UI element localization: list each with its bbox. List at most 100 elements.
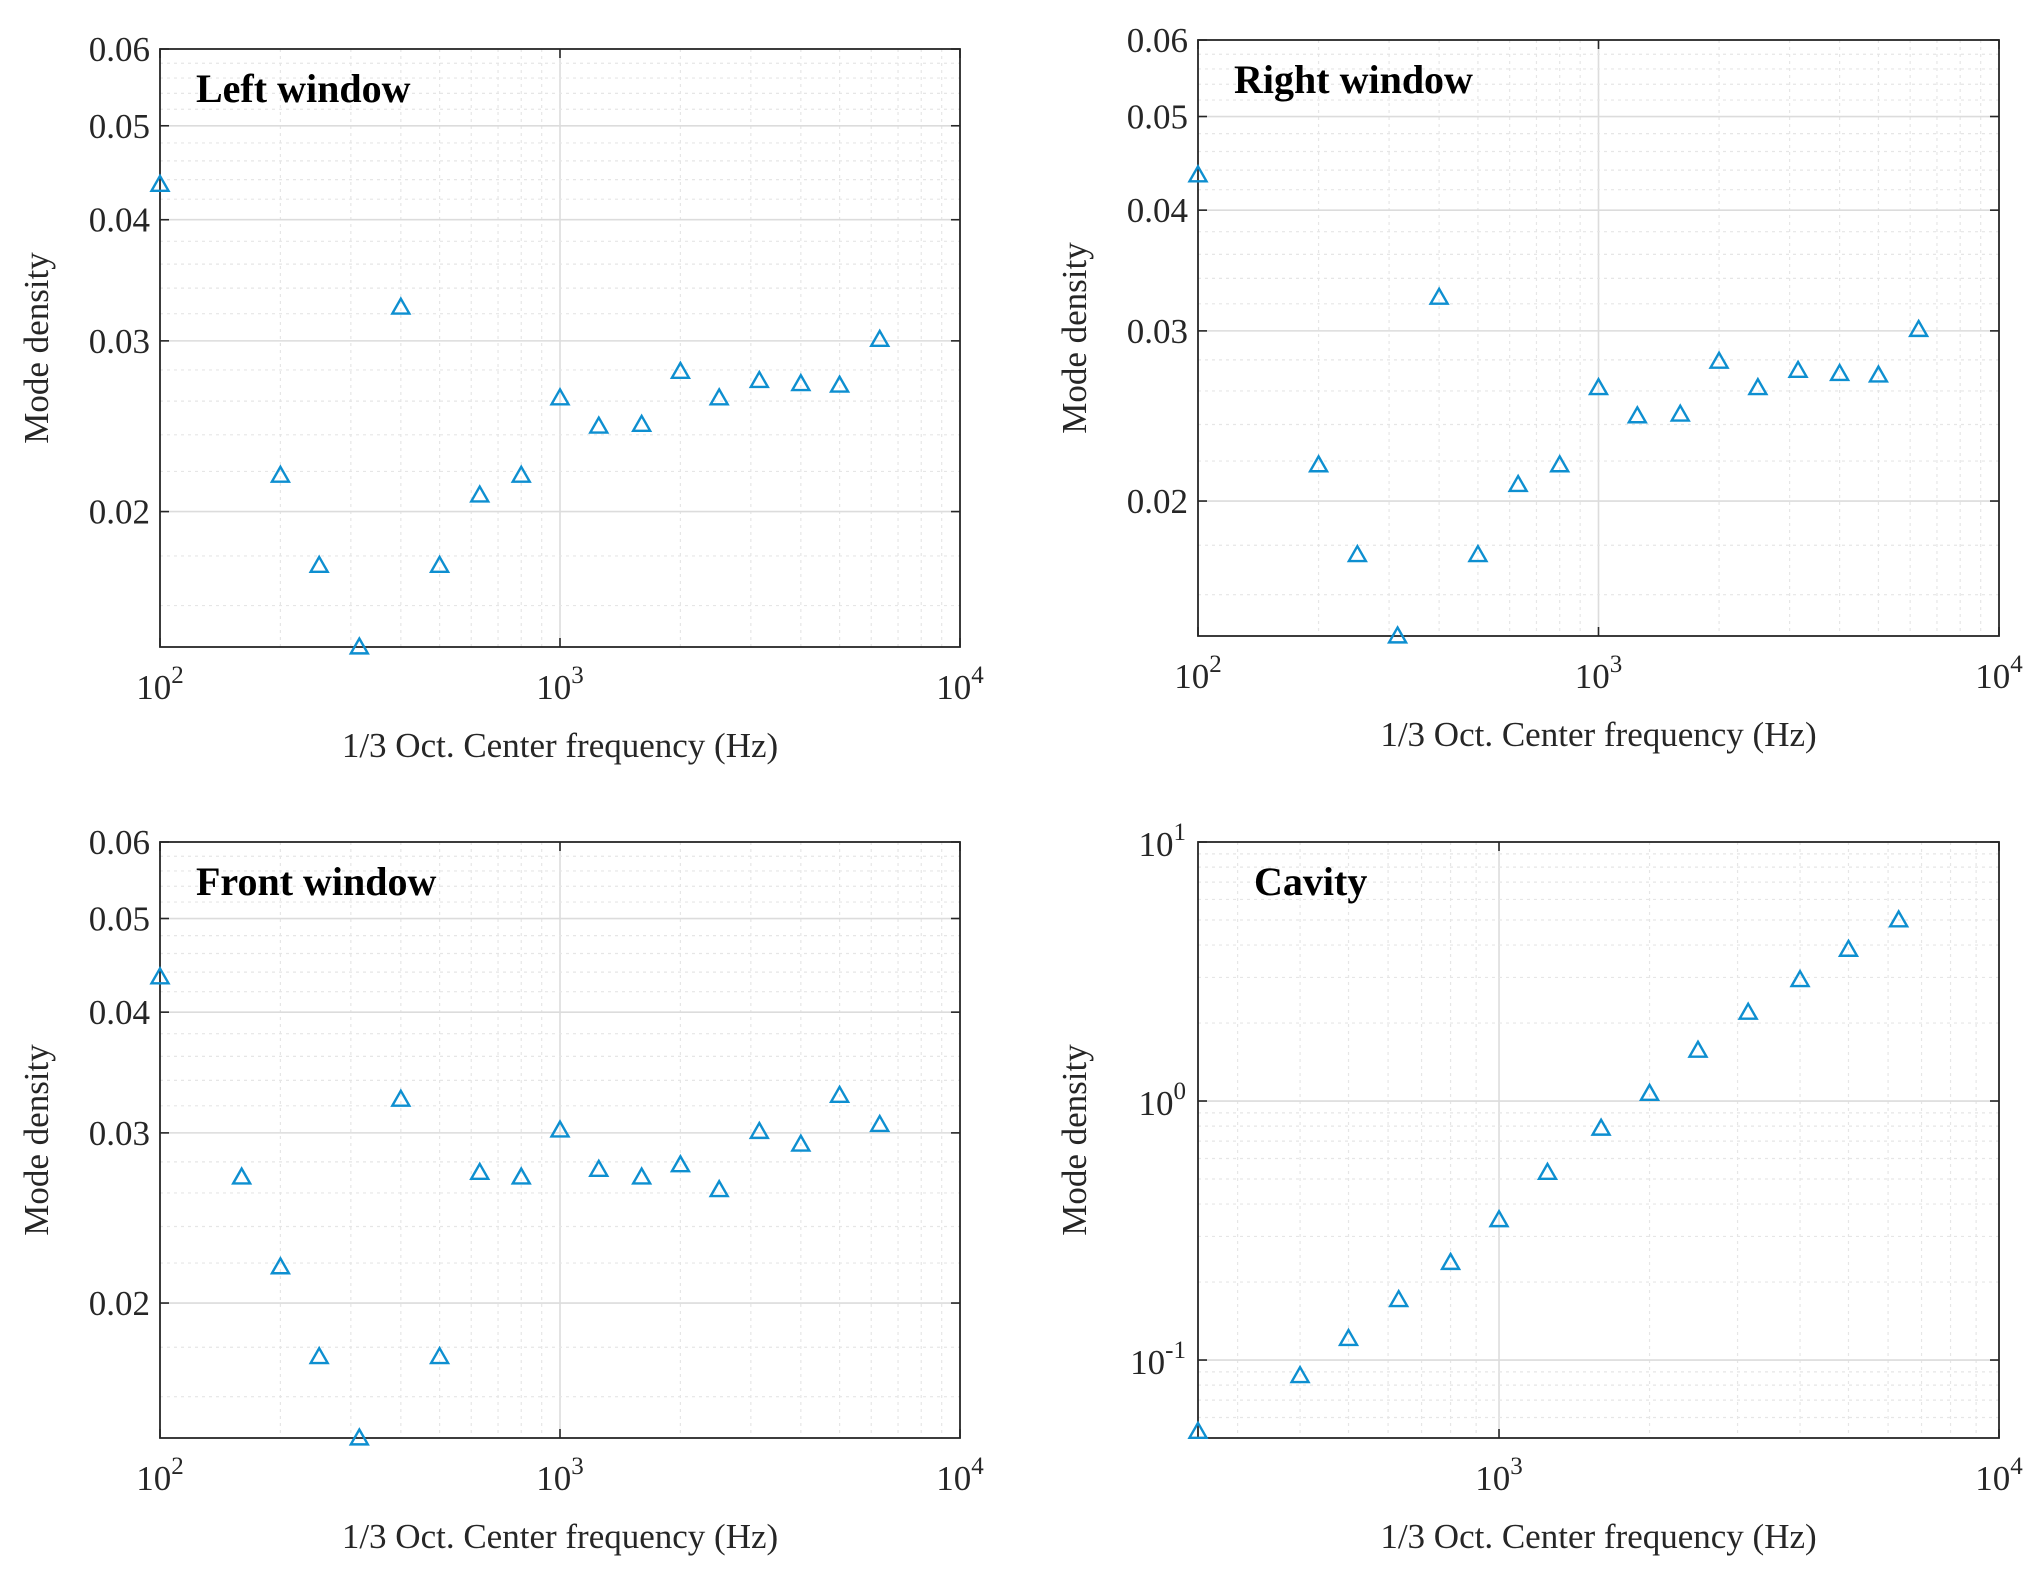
y-axis-label: Mode density [1055,1044,1094,1236]
data-point-triangle [510,464,532,483]
data-point-triangle [1536,1161,1559,1181]
x-tick-label: 104 [936,1453,984,1498]
data-points [1187,909,1910,1440]
data-point-triangle [1488,1208,1510,1228]
gridlines [1198,842,1999,1438]
x-tick-label: 102 [1174,651,1222,696]
x-tick-label: 104 [1975,1453,2023,1498]
y-tick-label: 0.05 [1127,98,1188,137]
data-point-triangle [1747,376,1769,396]
data-point-triangle [1787,359,1809,379]
panel-title: Front window [196,859,437,904]
y-tick-label: 0.05 [89,107,150,146]
data-point-triangle [669,1153,691,1173]
x-axis-ticks: 102 103 104 [1174,40,2023,696]
data-point-triangle [1908,318,1930,338]
data-point-triangle [1669,403,1691,422]
plot-frame [1197,841,2000,1439]
x-tick-label: 103 [1575,651,1623,696]
data-point-triangle [231,1166,253,1185]
data-point-triangle [1590,1117,1612,1136]
data-points [1187,164,1930,644]
data-point-triangle [269,464,291,483]
panel-title: Cavity [1254,859,1367,904]
data-point-triangle [1587,376,1610,396]
data-point-triangle [1888,909,1910,928]
y-axis-ticks: 0.02 0.03 0.04 0.05 0.06 [89,823,960,1323]
x-axis-ticks: 102 103 104 [136,49,984,707]
panel-left-window: 102 103 104 0.02 0.03 0.04 0.05 0.06 1/3 Oct. Ce… [17,30,984,765]
data-point-triangle [790,372,812,392]
data-point-triangle [510,1166,532,1185]
y-tick-label: 0.03 [89,1114,150,1153]
data-point-triangle [469,1161,491,1181]
data-point-triangle [149,173,171,192]
data-point-triangle [429,1345,451,1365]
data-point-triangle [1187,1420,1209,1440]
y-tick-label: 0.04 [89,201,150,240]
data-point-triangle [869,1113,891,1133]
data-point-triangle [348,636,370,655]
data-point-triangle [669,360,691,379]
data-points [149,966,891,1446]
data-point-triangle [1428,286,1450,305]
gridlines [1198,40,1999,636]
data-point-triangle [1837,938,1860,957]
x-axis-label: 1/3 Oct. Center frequency (Hz) [1380,715,1816,754]
data-point-triangle [748,369,770,389]
data-point-triangle [869,328,891,348]
data-point-triangle [1307,453,1330,473]
x-tick-label: 102 [136,1453,184,1498]
data-point-triangle [149,966,171,985]
x-tick-label: 104 [936,662,984,707]
y-tick-label: 0.05 [89,900,150,939]
data-point-triangle [1626,404,1648,424]
gridlines [160,842,960,1438]
data-point-triangle [1687,1039,1709,1058]
data-point-triangle [1387,625,1409,644]
panel-cavity: 103 104 10-1 100 101 1/3 Oct. Center frequenc… [1055,819,2023,1556]
data-point-triangle [348,1427,370,1446]
x-tick-label: 103 [536,662,584,707]
data-point-triangle [748,1120,770,1140]
data-point-triangle [1388,1288,1410,1308]
data-point-triangle [1467,543,1489,563]
data-point-triangle [549,1119,571,1138]
data-point-triangle [631,413,653,432]
x-axis-ticks: 102 103 104 [136,842,984,1498]
data-point-triangle [1337,1327,1360,1347]
y-tick-label: 0.03 [1127,312,1188,351]
data-point-triangle [308,554,330,573]
data-point-triangle [829,1084,851,1104]
data-point-triangle [549,386,571,406]
data-point-triangle [1789,968,1811,988]
data-point-triangle [1708,350,1730,369]
y-tick-label: 0.02 [1127,482,1188,521]
panel-front-window: 102 103 104 0.02 0.03 0.04 0.05 0.06 1/3 Oct. Ce… [17,823,984,1556]
data-point-triangle [1549,453,1571,473]
data-point-triangle [790,1133,812,1152]
x-tick-label: 104 [1975,651,2023,696]
y-tick-label: 101 [1139,819,1187,864]
data-point-triangle [269,1255,291,1275]
data-point-triangle [631,1166,653,1185]
data-point-triangle [469,484,491,503]
data-point-triangle [1638,1082,1661,1101]
y-tick-label: 0.06 [89,30,150,69]
x-axis-label: 1/3 Oct. Center frequency (Hz) [342,1517,778,1556]
x-axis-label: 1/3 Oct. Center frequency (Hz) [342,726,778,765]
data-point-triangle [1829,362,1851,382]
x-axis-ticks: 103 104 [1475,842,2023,1498]
data-point-triangle [1346,543,1368,563]
x-tick-label: 103 [1475,1453,1523,1498]
y-axis-ticks: 0.02 0.03 0.04 0.05 0.06 [89,30,960,532]
data-point-triangle [588,415,610,434]
data-point-triangle [390,296,412,315]
y-tick-label: 0.02 [89,1284,150,1323]
data-point-triangle [1737,1001,1759,1020]
data-point-triangle [708,386,730,406]
data-point-triangle [1507,473,1529,493]
y-tick-label: 0.06 [89,823,150,862]
x-tick-label: 103 [536,1453,584,1498]
